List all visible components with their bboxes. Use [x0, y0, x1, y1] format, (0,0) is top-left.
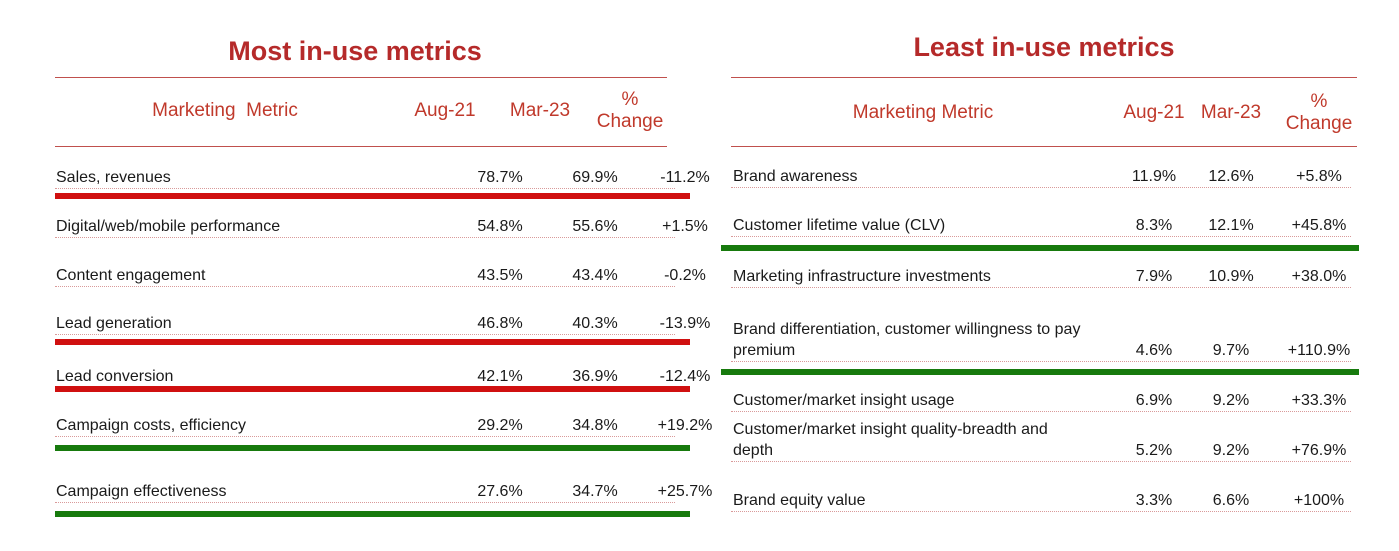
- header-metric: Marketing Metric: [852, 102, 994, 123]
- most-in-use-panel: Most in-use metrics Marketing Metric Aug…: [55, 0, 712, 551]
- row-dotted-rule: [55, 286, 675, 287]
- header-pct-symbol: %: [1310, 91, 1328, 112]
- pct-change-value: +33.3%: [1291, 392, 1347, 409]
- row-dotted-rule: [731, 511, 1351, 512]
- row-dotted-rule: [731, 361, 1351, 362]
- metric-name: Lead conversion: [56, 368, 174, 385]
- header-aug21: Aug-21: [414, 100, 476, 121]
- green-highlight-bar: [55, 445, 690, 451]
- header-pct-change: % Change: [1279, 91, 1359, 135]
- mar23-value: 6.6%: [1212, 492, 1250, 509]
- green-highlight-bar: [721, 245, 1359, 251]
- header-mar23: Mar-23: [509, 100, 571, 121]
- aug21-value: 42.1%: [477, 368, 523, 385]
- header-pct-symbol: %: [621, 89, 639, 110]
- aug21-value: 29.2%: [477, 417, 523, 434]
- aug21-value: 7.9%: [1135, 268, 1173, 285]
- pct-change-value: +100%: [1293, 492, 1345, 509]
- metric-name: Campaign costs, efficiency: [56, 417, 247, 434]
- header-rule: [55, 146, 667, 147]
- metric-name: Content engagement: [56, 267, 206, 284]
- header-change-word: Change: [596, 111, 664, 132]
- pct-change-value: +1.5%: [662, 218, 708, 235]
- metric-name: Customer lifetime value (CLV): [733, 217, 946, 234]
- pct-change-value: -12.4%: [659, 368, 711, 385]
- row-dotted-rule: [731, 187, 1351, 188]
- row-dotted-rule: [55, 237, 675, 238]
- header-metric: Marketing Metric: [152, 100, 298, 121]
- metric-name: Brand awareness: [733, 168, 858, 185]
- pct-change-value: +45.8%: [1291, 217, 1347, 234]
- aug21-value: 5.2%: [1135, 442, 1173, 459]
- mar23-value: 12.6%: [1208, 168, 1254, 185]
- row-dotted-rule: [55, 502, 675, 503]
- metric-name: Brand differentiation, customer willingn…: [733, 321, 1081, 338]
- row-dotted-rule: [55, 334, 675, 335]
- metric-name: Campaign effectiveness: [56, 483, 227, 500]
- mar23-value: 12.1%: [1208, 217, 1254, 234]
- mar23-value: 9.2%: [1212, 442, 1250, 459]
- pct-change-value: +38.0%: [1291, 268, 1347, 285]
- mar23-value: 34.7%: [572, 483, 618, 500]
- red-highlight-bar: [55, 386, 690, 392]
- pct-change-value: -11.2%: [660, 169, 710, 186]
- header-pct-change: % Change: [590, 89, 670, 133]
- header-change-word: Change: [1285, 113, 1353, 134]
- title-rule: [731, 77, 1357, 78]
- green-highlight-bar: [721, 369, 1359, 375]
- mar23-value: 34.8%: [572, 417, 618, 434]
- pct-change-value: +19.2%: [657, 417, 713, 434]
- mar23-value: 9.7%: [1212, 342, 1250, 359]
- mar23-value: 9.2%: [1212, 392, 1250, 409]
- row-dotted-rule: [55, 436, 675, 437]
- metric-name: Customer/market insight usage: [733, 392, 955, 409]
- row-dotted-rule: [731, 287, 1351, 288]
- aug21-value: 46.8%: [477, 315, 523, 332]
- pct-change-value: +25.7%: [657, 483, 713, 500]
- metric-name-continued: premium: [733, 342, 796, 359]
- metric-name: Sales, revenues: [56, 169, 171, 186]
- mar23-value: 43.4%: [572, 267, 618, 284]
- row-dotted-rule: [55, 188, 675, 189]
- metric-name: Digital/web/mobile performance: [56, 218, 281, 235]
- pct-change-value: -0.2%: [664, 267, 706, 284]
- aug21-value: 11.9%: [1131, 168, 1177, 185]
- least-in-use-panel: Least in-use metrics Marketing Metric Au…: [721, 0, 1371, 551]
- header-mar23: Mar-23: [1200, 102, 1262, 123]
- aug21-value: 8.3%: [1135, 217, 1173, 234]
- title-rule: [55, 77, 667, 78]
- metric-name: Customer/market insight quality-breadth …: [733, 421, 1048, 438]
- mar23-value: 69.9%: [572, 169, 618, 186]
- mar23-value: 10.9%: [1208, 268, 1254, 285]
- panel-title: Least in-use metrics: [913, 32, 1175, 62]
- aug21-value: 43.5%: [477, 267, 523, 284]
- header-aug21: Aug-21: [1123, 102, 1185, 123]
- header-rule: [731, 146, 1357, 147]
- metric-name: Marketing infrastructure investments: [733, 268, 991, 285]
- mar23-value: 55.6%: [572, 218, 618, 235]
- mar23-value: 36.9%: [572, 368, 618, 385]
- row-dotted-rule: [731, 411, 1351, 412]
- metric-name: Lead generation: [56, 315, 172, 332]
- metric-name: Brand equity value: [733, 492, 866, 509]
- aug21-value: 78.7%: [477, 169, 523, 186]
- aug21-value: 3.3%: [1135, 492, 1173, 509]
- pct-change-value: +76.9%: [1291, 442, 1347, 459]
- green-highlight-bar: [55, 511, 690, 517]
- red-highlight-bar: [55, 193, 690, 199]
- red-highlight-bar: [55, 339, 690, 345]
- aug21-value: 6.9%: [1135, 392, 1173, 409]
- panel-title: Most in-use metrics: [228, 36, 482, 66]
- row-dotted-rule: [731, 236, 1351, 237]
- aug21-value: 4.6%: [1135, 342, 1173, 359]
- aug21-value: 54.8%: [477, 218, 523, 235]
- aug21-value: 27.6%: [477, 483, 523, 500]
- pct-change-value: +110.9%: [1287, 342, 1351, 359]
- pct-change-value: +5.8%: [1296, 168, 1342, 185]
- row-dotted-rule: [731, 461, 1351, 462]
- mar23-value: 40.3%: [572, 315, 618, 332]
- metric-name-continued: depth: [733, 442, 774, 459]
- pct-change-value: -13.9%: [659, 315, 711, 332]
